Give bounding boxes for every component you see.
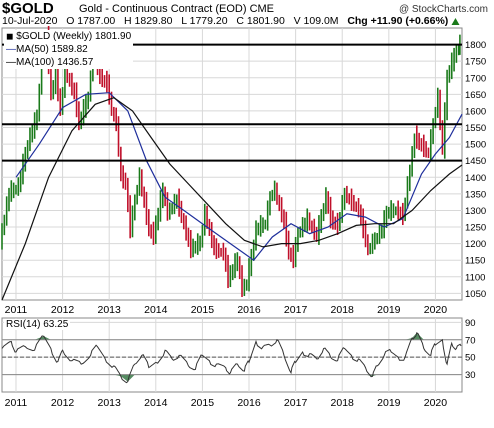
rsi-x-tick-label: 2013 (98, 397, 122, 409)
copyright-text: @ StockCharts.com (398, 4, 488, 15)
price-panel-y-tick-label: 1800 (465, 40, 486, 51)
quote-volume: V 109.0M (293, 15, 339, 27)
rsi-overbought-fill (2, 332, 462, 340)
up-triangle-icon (451, 17, 460, 25)
price-panel-y-tick-label: 1100 (465, 272, 485, 283)
description-text: Gold - Continuous Contract (EOD) (79, 3, 247, 15)
price-panel-y-tick-label: 1250 (465, 223, 486, 234)
price-x-tick-label: 2011 (5, 304, 28, 316)
price-x-tick-label: 2012 (51, 304, 75, 316)
price-x-tick-label: 2013 (98, 304, 122, 316)
legend-ma100: —MA(100) 1436.57 (4, 56, 134, 69)
rsi-x-tick-label: 2020 (424, 397, 448, 409)
rsi-x-tick-label: 2019 (377, 397, 401, 409)
legend-ma100-label: MA(100) 1436.57 (16, 57, 94, 68)
rsi-panel-y-tick-label: 30 (465, 370, 476, 381)
rsi-line (1, 331, 462, 384)
rsi-panel-frame (1, 317, 463, 393)
rsi-x-tick-label: 2014 (144, 397, 168, 409)
price-panel-frame (1, 27, 463, 301)
rsi-x-tick-label: 2017 (284, 397, 308, 409)
ma50-line (15, 92, 463, 262)
price-legend-icon: ◼ (6, 31, 14, 41)
rsi-x-tick-label: 2016 (237, 397, 261, 409)
price-panel-y-tick-label: 1750 (465, 57, 486, 68)
rsi-x-tick-label: 2015 (191, 397, 215, 409)
quote-change: Chg +11.90 (+0.66%) (347, 15, 449, 27)
quote-date: 10-Jul-2020 (2, 15, 58, 27)
rsi-panel-y-tick-label: 50 (465, 353, 476, 364)
exchange-text: CME (249, 3, 275, 15)
rsi-panel-y-tick-label: 90 (465, 318, 476, 329)
rsi-x-tick-label: 2011 (5, 397, 28, 409)
legend-ma50: —MA(50) 1589.82 (4, 43, 134, 56)
price-panel-y-tick-label: 1450 (465, 156, 486, 167)
chart-header: $GOLD Gold - Continuous Contract (EOD) C… (0, 0, 494, 28)
price-panel-y-tick-label: 1200 (465, 239, 486, 250)
legend-ma50-label: MA(50) 1589.82 (16, 44, 88, 55)
rsi-x-tick-label: 2018 (331, 397, 355, 409)
price-panel-y-tick-label: 1700 (465, 73, 486, 84)
price-x-tick-label: 2018 (331, 304, 355, 316)
price-panel-y-tick-label: 1150 (465, 256, 485, 267)
price-panel-y-tick-label: 1400 (465, 173, 486, 184)
ma100-swatch-icon: — (6, 57, 16, 68)
price-panel-y-tick-label: 1650 (465, 90, 486, 101)
price-x-tick-label: 2020 (424, 304, 448, 316)
symbol-title: $GOLD (2, 0, 54, 17)
price-x-tick-label: 2015 (191, 304, 215, 316)
rsi-panel-y-tick-label: 70 (465, 335, 476, 346)
price-panel-y-tick-label: 1600 (465, 106, 486, 117)
instrument-description: Gold - Continuous Contract (EOD) CME (79, 3, 274, 15)
price-panel-y-tick-label: 1500 (465, 140, 486, 151)
price-panel-y-tick-label: 1550 (465, 123, 486, 134)
price-x-tick-label: 2014 (144, 304, 168, 316)
price-panel-y-tick-label: 1050 (465, 289, 486, 300)
quote-line: 10-Jul-2020 O 1787.00 H 1829.80 L 1779.2… (2, 15, 460, 27)
rsi-x-tick-label: 2012 (51, 397, 75, 409)
price-x-tick-label: 2019 (377, 304, 401, 316)
rsi-legend: RSI(14) 63.25 (4, 318, 71, 331)
price-x-tick-label: 2016 (237, 304, 261, 316)
ma50-swatch-icon: — (6, 44, 16, 55)
ma100-line (1, 97, 463, 301)
legend-price-label: $GOLD (Weekly) 1801.90 (16, 31, 132, 42)
legend-price: ◼ $GOLD (Weekly) 1801.90 (4, 30, 134, 43)
price-panel-y-tick-label: 1300 (465, 206, 486, 217)
quote-low: L 1779.20 (181, 15, 228, 27)
price-legend: ◼ $GOLD (Weekly) 1801.90 —MA(50) 1589.82… (4, 30, 134, 69)
legend-rsi-label: RSI(14) 63.25 (4, 319, 71, 330)
price-x-tick-label: 2017 (284, 304, 308, 316)
price-panel-y-tick-label: 1350 (465, 189, 486, 200)
quote-open: O 1787.00 (66, 15, 116, 27)
quote-high: H 1829.80 (124, 15, 173, 27)
quote-close: C 1801.90 (236, 15, 285, 27)
